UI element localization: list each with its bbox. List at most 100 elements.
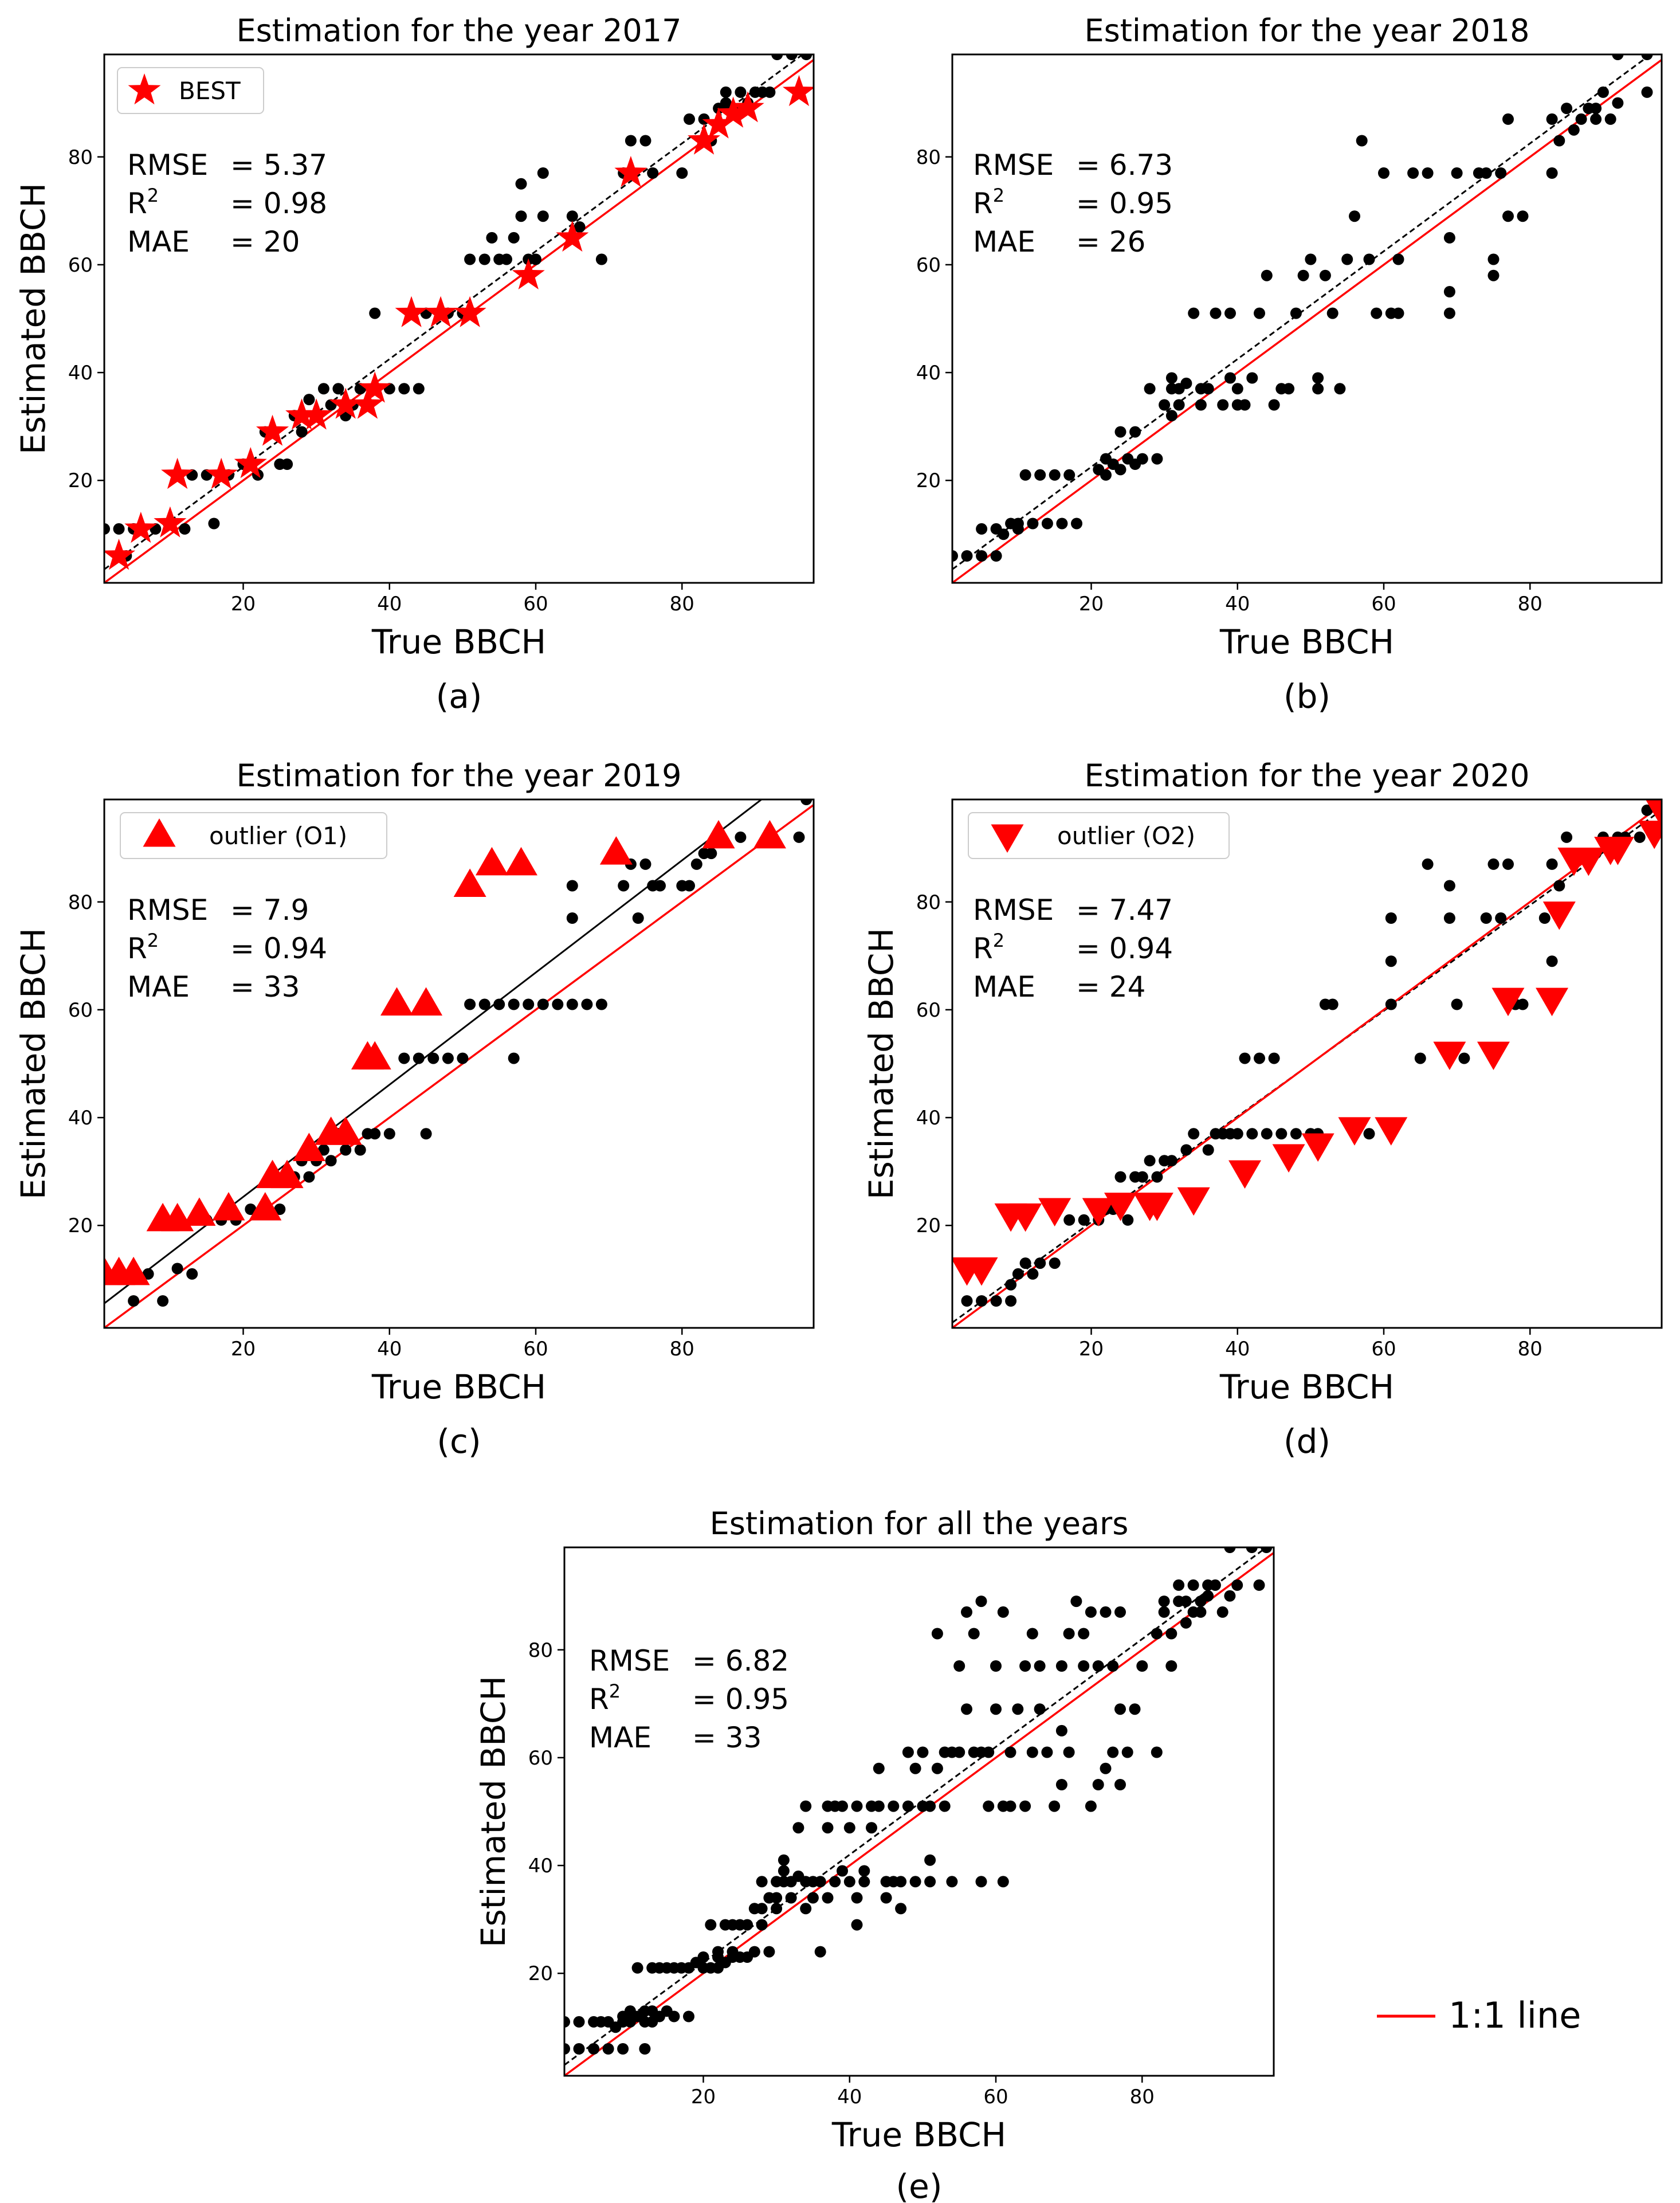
legend-label: outlier (O1) (209, 822, 347, 850)
data-point (807, 1892, 819, 1904)
data-point (953, 1746, 965, 1758)
data-point (1114, 1171, 1126, 1183)
data-point (1443, 286, 1455, 297)
data-point (617, 2043, 629, 2055)
y-tick-label: 20 (916, 1214, 941, 1237)
y-axis-label: Estimated BBCH (862, 928, 901, 1200)
rmse-value: = 7.9 (230, 893, 309, 927)
outlier-triangle-down-marker (1491, 987, 1525, 1017)
data-point (1561, 831, 1573, 843)
data-point (1356, 135, 1368, 147)
data-point (690, 858, 702, 870)
data-point (1363, 253, 1375, 265)
mae-value: = 33 (692, 1721, 762, 1754)
stats-box: RMSE = 6.82 R2 = 0.95 MAE = 33 (589, 1644, 789, 1754)
data-point (1202, 383, 1214, 395)
one-to-one-line (952, 58, 1662, 583)
regression-line (952, 809, 1662, 1323)
data-point (895, 1903, 907, 1915)
r2-value: = 0.95 (692, 1683, 789, 1716)
outlier-triangle-down-marker (1477, 1041, 1510, 1071)
data-point (1158, 1606, 1170, 1618)
data-point (1502, 858, 1514, 870)
data-point (317, 383, 329, 395)
data-point (1326, 998, 1338, 1010)
data-point (369, 1128, 381, 1140)
data-point (566, 880, 578, 892)
data-point (1487, 253, 1500, 265)
data-point (720, 86, 732, 98)
outlier-triangle-down-marker (1082, 1198, 1115, 1227)
data-point (771, 1892, 783, 1904)
data-point (618, 880, 630, 892)
best-star-marker (702, 107, 735, 139)
legend: outlier (O1) (120, 812, 387, 859)
best-star-marker (128, 73, 161, 105)
x-tick-label: 40 (1225, 1338, 1250, 1361)
data-point (1480, 167, 1492, 179)
data-point (442, 1052, 454, 1064)
y-tick-label: 80 (68, 891, 93, 914)
data-point (1049, 1800, 1061, 1812)
data-point (1634, 831, 1646, 843)
data-point (245, 1204, 257, 1215)
data-point (1122, 1214, 1134, 1226)
y-tick-label: 40 (528, 1855, 553, 1877)
x-tick-label: 60 (1371, 593, 1396, 616)
data-point (566, 210, 578, 222)
mae-value: = 24 (1076, 970, 1145, 1003)
data-point (873, 1762, 885, 1774)
data-point (317, 1144, 329, 1156)
mae-label: MAE (973, 970, 1035, 1003)
outlier-triangle-up-marker (212, 1192, 245, 1221)
data-point (1019, 469, 1031, 481)
data-point (1136, 453, 1148, 465)
data-point (1049, 469, 1061, 481)
data-point (851, 1800, 863, 1812)
data-point (1092, 1779, 1104, 1790)
data-point (1049, 1257, 1061, 1269)
data-point (748, 1946, 760, 1958)
data-point (822, 1822, 834, 1834)
y-tick-label: 20 (68, 1214, 93, 1237)
data-point (778, 1865, 790, 1877)
data-point (1641, 86, 1653, 98)
r2-label: R2 (127, 930, 159, 965)
best-star-marker (161, 457, 194, 489)
x-tick-label: 40 (377, 1338, 402, 1361)
rmse-value: = 6.82 (692, 1644, 789, 1677)
legend: BEST (117, 67, 264, 114)
rmse-label: RMSE (973, 893, 1054, 927)
data-point (880, 1892, 892, 1904)
rmse-label: RMSE (127, 148, 208, 182)
panel-caption: (a) (436, 677, 482, 716)
data-point (1495, 912, 1507, 924)
data-point (1612, 97, 1624, 109)
data-point (961, 1606, 972, 1618)
data-point (186, 1268, 198, 1280)
data-point (1392, 307, 1404, 319)
data-point (1312, 372, 1324, 384)
data-point (931, 1762, 943, 1774)
data-point (1268, 1052, 1280, 1064)
data-point (975, 1596, 987, 1608)
data-point (1063, 1214, 1075, 1226)
data-point (1005, 1279, 1017, 1291)
data-point (917, 1746, 929, 1758)
x-tick-label: 60 (523, 1338, 548, 1361)
data-point (1641, 54, 1653, 60)
y-axis-label: Estimated BBCH (14, 183, 53, 454)
best-star-marker (512, 258, 545, 289)
data-point (756, 1919, 768, 1931)
data-point (457, 1052, 469, 1064)
data-point (822, 1892, 834, 1904)
best-star-marker (256, 414, 289, 446)
data-point (983, 1800, 995, 1812)
data-point (952, 550, 958, 562)
x-axis-label: True BBCH (1219, 1367, 1394, 1406)
x-tick-label: 80 (670, 1338, 694, 1361)
data-point (281, 458, 293, 470)
data-point (793, 831, 805, 843)
data-point (1407, 167, 1419, 179)
data-point (1319, 269, 1331, 281)
